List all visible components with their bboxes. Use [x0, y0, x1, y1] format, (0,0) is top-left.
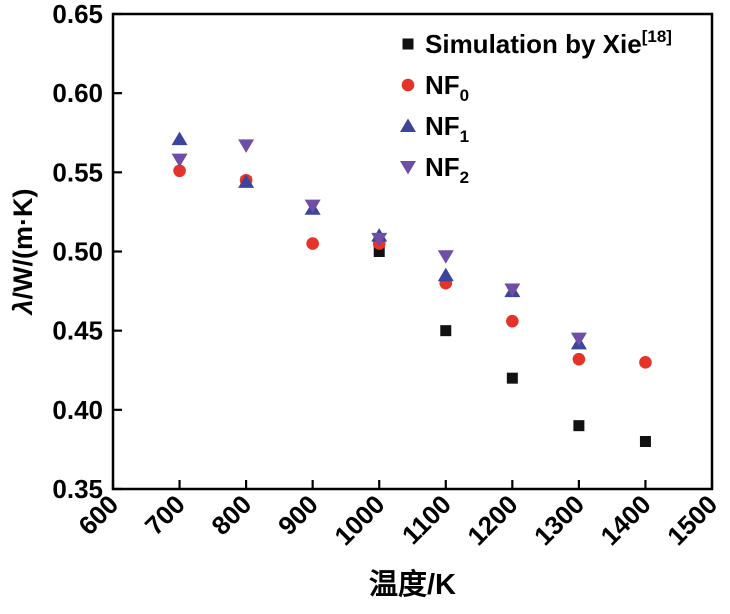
data-point: [570, 332, 587, 347]
y-tick-label: 0.35: [52, 474, 103, 504]
y-axis-title: λ/W/(m·K): [8, 189, 38, 317]
data-point: [371, 232, 388, 247]
legend: Simulation by Xie[18] NF0 NF1 NF2: [400, 27, 672, 187]
x-tick-label: 1100: [396, 489, 457, 550]
data-point: [173, 164, 186, 178]
legend-marker: [400, 161, 416, 175]
y-tick-label: 0.40: [52, 395, 103, 425]
data-point: [171, 131, 188, 146]
data-point: [171, 153, 188, 168]
data-point: [373, 246, 385, 257]
data-point: [238, 139, 255, 153]
legend-marker: [402, 38, 414, 50]
y-tick-label: 0.50: [52, 237, 103, 267]
x-tick-label: 700: [139, 489, 191, 541]
data-point: [306, 237, 319, 250]
legend-label: NF0: [425, 70, 469, 105]
legend-marker: [400, 118, 416, 132]
legend-label: Simulation by Xie[18]: [425, 27, 672, 59]
data-point: [639, 436, 651, 447]
data-point: [506, 314, 519, 328]
data-point: [639, 356, 652, 369]
x-tick-label: 1500: [661, 489, 723, 551]
x-tick-label: 1200: [461, 489, 523, 551]
x-tick-label: 1400: [595, 489, 657, 551]
data-point: [304, 199, 321, 214]
y-tick-label: 0.60: [52, 78, 103, 108]
data-point: [440, 325, 452, 337]
legend-marker: [401, 78, 415, 92]
x-tick-label: 1300: [528, 489, 590, 551]
x-tick-label: 1000: [328, 489, 390, 551]
data-point: [572, 352, 586, 366]
y-tick-label: 0.65: [52, 0, 103, 29]
data-point: [437, 267, 454, 282]
x-tick-label: 800: [205, 489, 257, 541]
data-point: [504, 283, 521, 297]
x-tick-label: 900: [272, 489, 324, 541]
series-nf2: [171, 139, 587, 347]
x-axis-title: 温度/K: [369, 568, 456, 601]
legend-label: NF1: [425, 111, 469, 146]
data-point: [573, 420, 585, 432]
y-tick-label: 0.45: [52, 316, 103, 346]
data-point: [506, 372, 518, 384]
y-tick-label: 0.55: [52, 157, 103, 187]
data-point: [437, 250, 454, 264]
legend-label: NF2: [425, 152, 469, 187]
data-point: [238, 174, 255, 188]
series-simulation-by-xie-18-: [240, 176, 651, 447]
